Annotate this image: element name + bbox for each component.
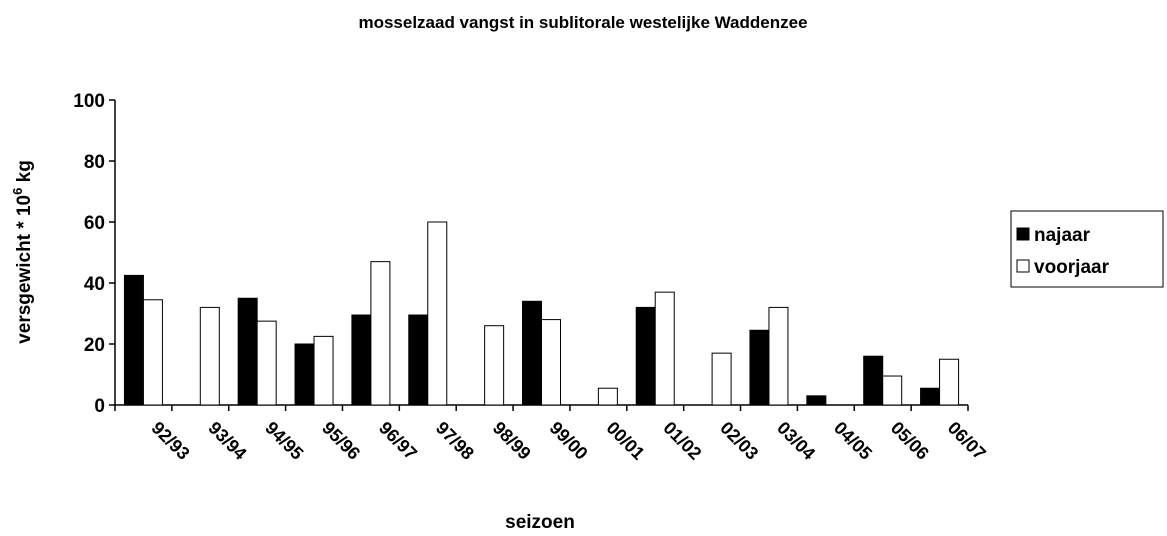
bar: [370, 261, 391, 406]
y-axis-title-unit: kg: [14, 160, 35, 182]
chart-title: mosselzaad vangst in sublitorale westeli…: [358, 13, 807, 32]
x-tick-label: 06/07: [944, 418, 990, 464]
x-tick-label: 05/06: [887, 418, 933, 464]
bar: [294, 343, 315, 406]
bar: [920, 387, 941, 406]
x-tick-label: 04/05: [830, 418, 876, 464]
x-tick-label: 01/02: [659, 418, 705, 464]
y-axis-title-text: versgewicht * 10: [14, 195, 35, 344]
bar: [484, 325, 505, 406]
bar: [806, 395, 827, 406]
x-axis-title: seizoen: [505, 512, 575, 533]
x-tick-label: 02/03: [716, 418, 762, 464]
y-axis-title-superscript: 6: [10, 188, 25, 195]
bar: [635, 306, 656, 406]
x-tick-label: 95/96: [318, 418, 364, 464]
y-tick-label: 0: [94, 396, 105, 417]
x-tick-label: 98/99: [489, 418, 535, 464]
x-tick-label: 00/01: [603, 418, 649, 464]
y-tick-label: 80: [84, 152, 105, 173]
x-tick-label: 03/04: [773, 418, 819, 464]
bar: [939, 358, 960, 406]
legend-label: voorjaar: [1034, 257, 1110, 278]
y-tick-label: 20: [84, 335, 105, 356]
bar: [123, 274, 144, 406]
y-axis-title: versgewicht * 106 kg: [10, 160, 35, 344]
legend-swatch: [1016, 259, 1030, 273]
bar: [863, 355, 884, 406]
x-tick-label: 96/97: [375, 418, 421, 464]
x-tick-label: 93/94: [204, 418, 250, 464]
bar: [711, 352, 732, 406]
x-tick-label: 94/95: [261, 418, 307, 464]
x-tick-label: 92/93: [148, 418, 194, 464]
bar: [427, 221, 448, 406]
y-tick-label: 60: [84, 213, 105, 234]
bar: [142, 299, 163, 406]
x-tick-label: 97/98: [432, 418, 478, 464]
bar: [541, 319, 561, 406]
bar: [351, 314, 372, 406]
legend-label: najaar: [1034, 225, 1091, 246]
bar: [313, 335, 334, 406]
bar: [749, 329, 770, 406]
bar: [237, 297, 258, 406]
bar: [199, 306, 220, 406]
bar: [256, 320, 277, 406]
bar: [882, 375, 903, 406]
legend-box: [1010, 210, 1164, 288]
bar: [654, 291, 675, 406]
x-tick-label: 99/00: [546, 418, 592, 464]
bar: [408, 314, 429, 406]
y-tick-label: 100: [73, 91, 105, 112]
bar: [768, 306, 789, 406]
y-tick-label: 40: [84, 274, 105, 295]
bar: [597, 387, 618, 406]
bar: [522, 300, 542, 406]
legend-swatch: [1016, 227, 1030, 241]
